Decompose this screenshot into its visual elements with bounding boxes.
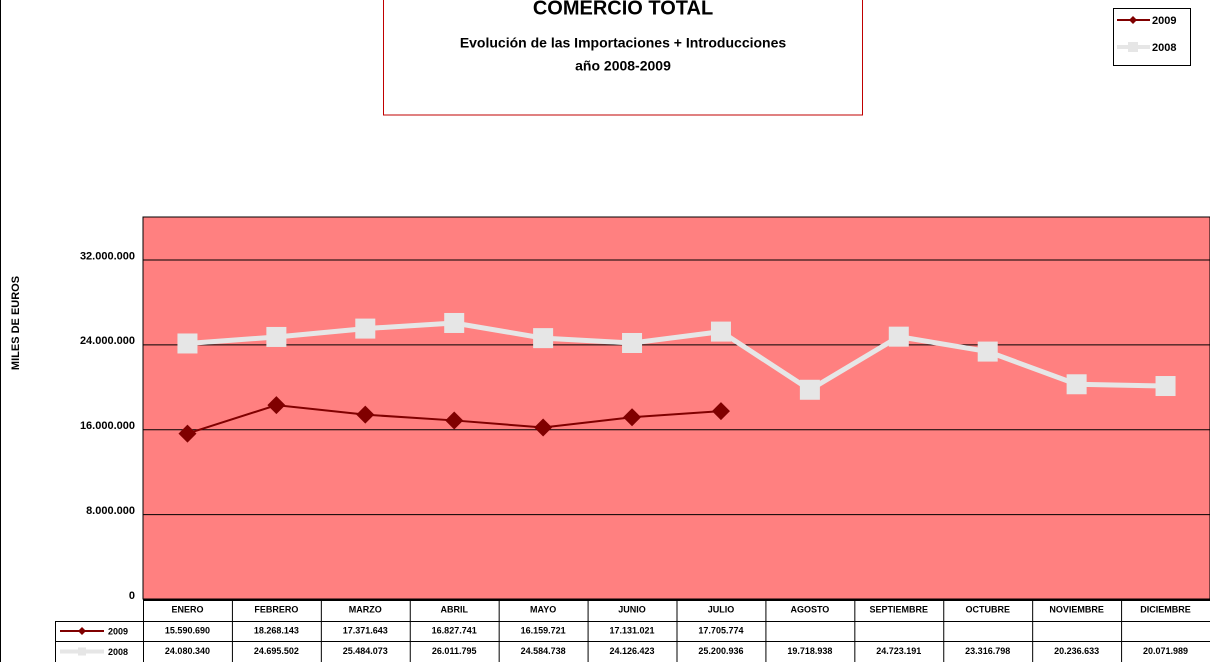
data-label: 24.126.423 — [610, 646, 655, 656]
marker — [623, 408, 642, 427]
y-tick-label: 0 — [129, 590, 135, 602]
data-label: 23.316.798 — [965, 646, 1010, 656]
y-tick-label: 32.000.000 — [80, 250, 135, 262]
marker — [267, 396, 286, 415]
data-label: 20.236.633 — [1054, 646, 1099, 656]
marker — [178, 424, 197, 443]
x-tick-label: JULIO — [708, 604, 735, 614]
marker — [622, 332, 643, 353]
y-tick-label: 16.000.000 — [80, 420, 135, 432]
marker — [1129, 16, 1137, 24]
marker — [534, 418, 553, 437]
x-tick-label: ABRIL — [440, 604, 468, 614]
data-label: 15.590.690 — [165, 625, 210, 635]
marker — [444, 312, 465, 333]
chart-subtitle: año 2008-2009 — [575, 58, 671, 74]
data-label: 16.827.741 — [432, 625, 477, 635]
marker — [888, 326, 909, 347]
marker — [533, 328, 554, 349]
legend — [1113, 8, 1191, 66]
data-label: 24.584.738 — [521, 646, 566, 656]
x-tick-label: ENERO — [171, 604, 203, 614]
y-tick-label: 8.000.000 — [86, 505, 135, 517]
data-label: 24.080.340 — [165, 646, 210, 656]
marker — [78, 647, 86, 656]
data-label: 25.200.936 — [698, 646, 743, 656]
data-label: 24.723.191 — [876, 646, 921, 656]
x-tick-label: JUNIO — [618, 604, 646, 614]
plot-area — [142, 216, 1210, 600]
marker — [445, 411, 464, 430]
data-label: 24.695.502 — [254, 646, 299, 656]
marker — [711, 402, 730, 421]
series-line — [187, 320, 1166, 393]
chart-title: COMERCIO TOTAL — [533, 0, 713, 19]
x-tick-label: DICIEMBRE — [1140, 604, 1191, 614]
marker — [799, 379, 820, 400]
x-tick-label: AGOSTO — [790, 604, 829, 614]
data-label: 17.705.774 — [698, 625, 743, 635]
marker — [78, 627, 86, 635]
marker — [266, 326, 287, 347]
x-tick-label: FEBRERO — [254, 604, 298, 614]
table-series-name: 2008 — [108, 647, 128, 657]
marker — [1066, 374, 1087, 395]
marker — [1155, 376, 1176, 397]
table-series-name: 2009 — [108, 626, 128, 636]
data-label: 18.268.143 — [254, 625, 299, 635]
y-tick-label: 24.000.000 — [80, 335, 135, 347]
marker — [355, 318, 376, 339]
data-label: 19.718.938 — [787, 646, 832, 656]
data-label: 17.131.021 — [610, 625, 655, 635]
data-label: 25.484.073 — [343, 646, 388, 656]
x-tick-label: MAYO — [530, 604, 556, 614]
data-label: 17.371.643 — [343, 625, 388, 635]
marker — [1128, 42, 1138, 52]
legend-label: 2008 — [1152, 42, 1176, 54]
chart-subtitle: Evolución de las Importaciones + Introdu… — [460, 35, 787, 51]
marker — [977, 341, 998, 362]
data-label: 20.071.989 — [1143, 646, 1188, 656]
marker — [710, 321, 731, 342]
y-axis-label: MILES DE EUROS — [10, 276, 22, 370]
marker — [177, 333, 198, 354]
data-label: 16.159.721 — [521, 625, 566, 635]
legend-label: 2009 — [1152, 15, 1176, 27]
x-tick-label: SEPTIEMBRE — [870, 604, 929, 614]
data-label: 26.011.795 — [432, 646, 477, 656]
x-tick-label: OCTUBRE — [965, 604, 1010, 614]
x-tick-label: NOVIEMBRE — [1049, 604, 1104, 614]
title-box — [383, 0, 863, 116]
marker — [356, 405, 375, 424]
x-tick-label: MARZO — [349, 604, 382, 614]
